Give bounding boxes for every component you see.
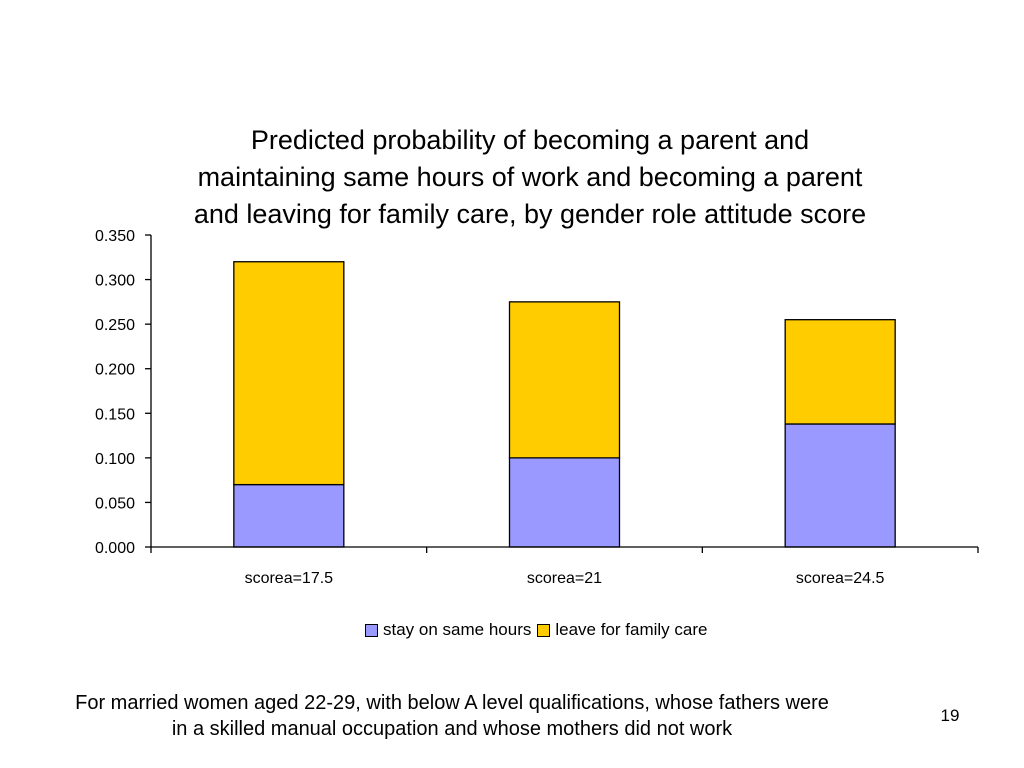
legend-item-leave: leave for family care [537,620,707,640]
bar-leave-1 [233,261,345,486]
bar-stay-3 [784,423,896,548]
y-tick-label: 0.150 [95,406,135,423]
x-tick-label: scorea=17.5 [245,570,334,587]
bar-stay-1 [233,483,345,548]
chart-title-line: maintaining same hours of work and becom… [197,162,863,192]
y-tick-label: 0.050 [95,495,135,512]
legend-label-stay: stay on same hours [383,620,532,639]
bar-leave-3 [784,319,896,425]
y-tick-label: 0.100 [95,451,135,468]
x-tick-label: scorea=24.5 [796,570,885,587]
y-tick-label: 0.250 [95,317,135,334]
caption-line: For married women aged 22-29, with below… [75,692,829,714]
y-tick-label: 0.350 [95,228,135,245]
legend-label-leave: leave for family care [555,620,708,639]
chart-title-line: and leaving for family care, by gender r… [193,199,867,229]
bar-leave-2 [508,301,621,459]
y-tick-label: 0.000 [95,540,135,557]
x-tick-label: scorea=21 [527,570,602,587]
legend-item-stay: stay on same hours [365,620,531,640]
caption-line: in a skilled manual occupation and whose… [171,718,733,740]
chart-title-line: Predicted probability of becoming a pare… [250,125,810,155]
legend-swatch-leave [537,623,551,637]
bar-stay-2 [508,457,621,548]
slide-caption: For married women aged 22-29, with below… [0,690,904,742]
y-tick-label: 0.300 [95,273,135,290]
chart-legend: stay on same hours leave for family care [365,619,713,641]
legend-swatch-stay [365,623,378,637]
y-tick-label: 0.200 [95,362,135,379]
slide-number: 19 [940,706,960,725]
chart-title: Predicted probability of becoming a pare… [150,122,910,233]
